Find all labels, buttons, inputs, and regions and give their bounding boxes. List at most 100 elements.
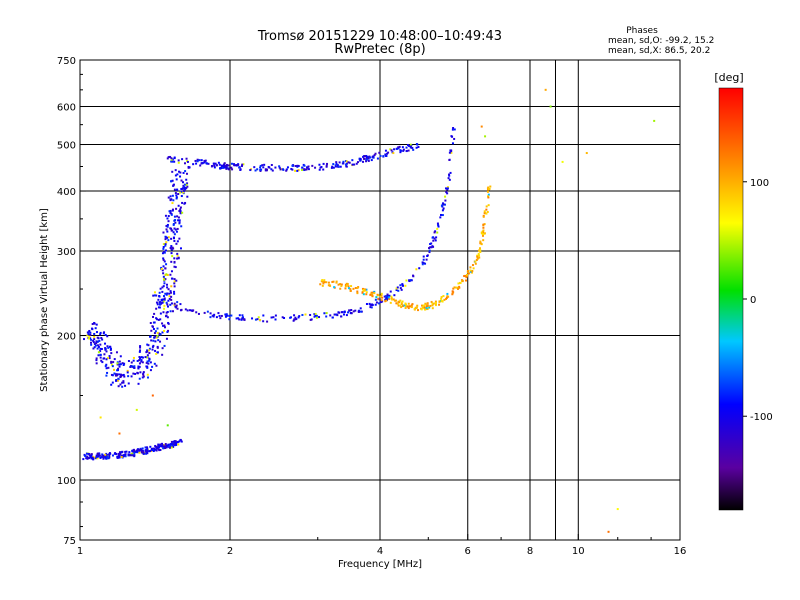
- echo-point: [442, 207, 445, 210]
- echo-point: [100, 348, 103, 351]
- echo-point: [99, 416, 102, 419]
- echo-point: [163, 297, 166, 300]
- echo-point: [170, 440, 173, 443]
- echo-point: [238, 318, 241, 321]
- echo-point: [166, 225, 169, 228]
- echo-point: [169, 291, 172, 294]
- echo-point: [433, 237, 436, 240]
- echo-point: [161, 442, 164, 445]
- echo-point: [156, 318, 159, 321]
- echo-point: [116, 373, 119, 376]
- echo-point: [107, 346, 110, 349]
- echo-point: [389, 290, 392, 293]
- echo-point: [331, 316, 334, 319]
- echo-point: [164, 445, 167, 448]
- echo-point: [142, 373, 145, 376]
- echo-point: [407, 307, 410, 310]
- echo-point: [220, 164, 223, 167]
- echo-point: [140, 448, 143, 451]
- echo-point: [344, 163, 347, 166]
- echo-point: [146, 451, 149, 454]
- echo-point: [544, 88, 547, 91]
- echo-point: [481, 234, 484, 237]
- echo-point: [164, 292, 167, 295]
- echo-point: [90, 454, 93, 457]
- echo-point: [122, 455, 125, 458]
- echo-point: [489, 185, 492, 188]
- echo-point: [483, 210, 486, 213]
- echo-point: [386, 293, 389, 296]
- echo-point: [160, 302, 163, 305]
- echo-point: [293, 318, 296, 321]
- echo-point: [120, 455, 123, 458]
- echo-point: [164, 214, 167, 217]
- echo-point: [421, 306, 424, 309]
- echo-point: [137, 382, 140, 385]
- echo-point: [474, 260, 477, 263]
- echo-point: [168, 446, 171, 449]
- echo-point: [185, 157, 188, 160]
- echo-point: [225, 166, 228, 169]
- echo-point: [283, 317, 286, 320]
- echo-point: [278, 166, 281, 169]
- echo-point: [408, 305, 411, 308]
- echo-point: [130, 361, 133, 364]
- echo-point: [90, 453, 93, 456]
- echo-point: [150, 448, 153, 451]
- echo-point: [156, 346, 159, 349]
- echo-point: [155, 352, 158, 355]
- x-tick-label: 16: [674, 546, 687, 557]
- echo-point: [153, 332, 156, 335]
- echo-point: [407, 149, 410, 152]
- echo-point: [389, 148, 392, 151]
- echo-point: [118, 456, 121, 459]
- echo-point: [192, 309, 195, 312]
- echo-point: [301, 313, 304, 316]
- echo-point: [104, 333, 107, 336]
- echo-point: [124, 455, 127, 458]
- echo-point: [426, 302, 429, 305]
- echo-point: [95, 357, 98, 360]
- echo-point: [431, 307, 434, 310]
- echo-point: [152, 294, 155, 297]
- echo-point: [415, 143, 418, 146]
- echo-point: [130, 375, 133, 378]
- echo-point: [254, 169, 257, 172]
- echo-point: [151, 448, 154, 451]
- echo-point: [487, 193, 490, 196]
- echo-point: [303, 164, 306, 167]
- echo-point: [240, 318, 243, 321]
- echo-point: [480, 125, 483, 128]
- echo-point: [90, 338, 93, 341]
- echo-point: [160, 298, 163, 301]
- echo-point: [257, 316, 260, 319]
- echo-point: [165, 446, 168, 449]
- echo-point: [221, 166, 224, 169]
- echo-point: [371, 304, 374, 307]
- echo-point: [108, 454, 111, 457]
- echo-point: [440, 204, 443, 207]
- echo-point: [485, 205, 488, 208]
- echo-point: [163, 344, 166, 347]
- echo-point: [95, 323, 98, 326]
- stats-line-x: mean, sd,X: 86.5, 20.2: [608, 46, 710, 56]
- echo-point: [145, 446, 148, 449]
- echo-point: [264, 169, 267, 172]
- echo-point: [455, 286, 458, 289]
- echo-point: [430, 246, 433, 249]
- echo-point: [159, 448, 162, 451]
- echo-point: [345, 160, 348, 163]
- colorbar-label: [deg]: [714, 71, 743, 84]
- echo-point: [218, 314, 221, 317]
- echo-point: [397, 304, 400, 307]
- echo-point: [88, 330, 91, 333]
- echo-point: [115, 351, 118, 354]
- echo-point: [412, 148, 415, 151]
- echo-point: [93, 346, 96, 349]
- echo-point: [97, 454, 100, 457]
- echo-point: [148, 347, 151, 350]
- echo-point: [365, 288, 368, 291]
- echo-point: [98, 454, 101, 457]
- echo-point: [99, 343, 102, 346]
